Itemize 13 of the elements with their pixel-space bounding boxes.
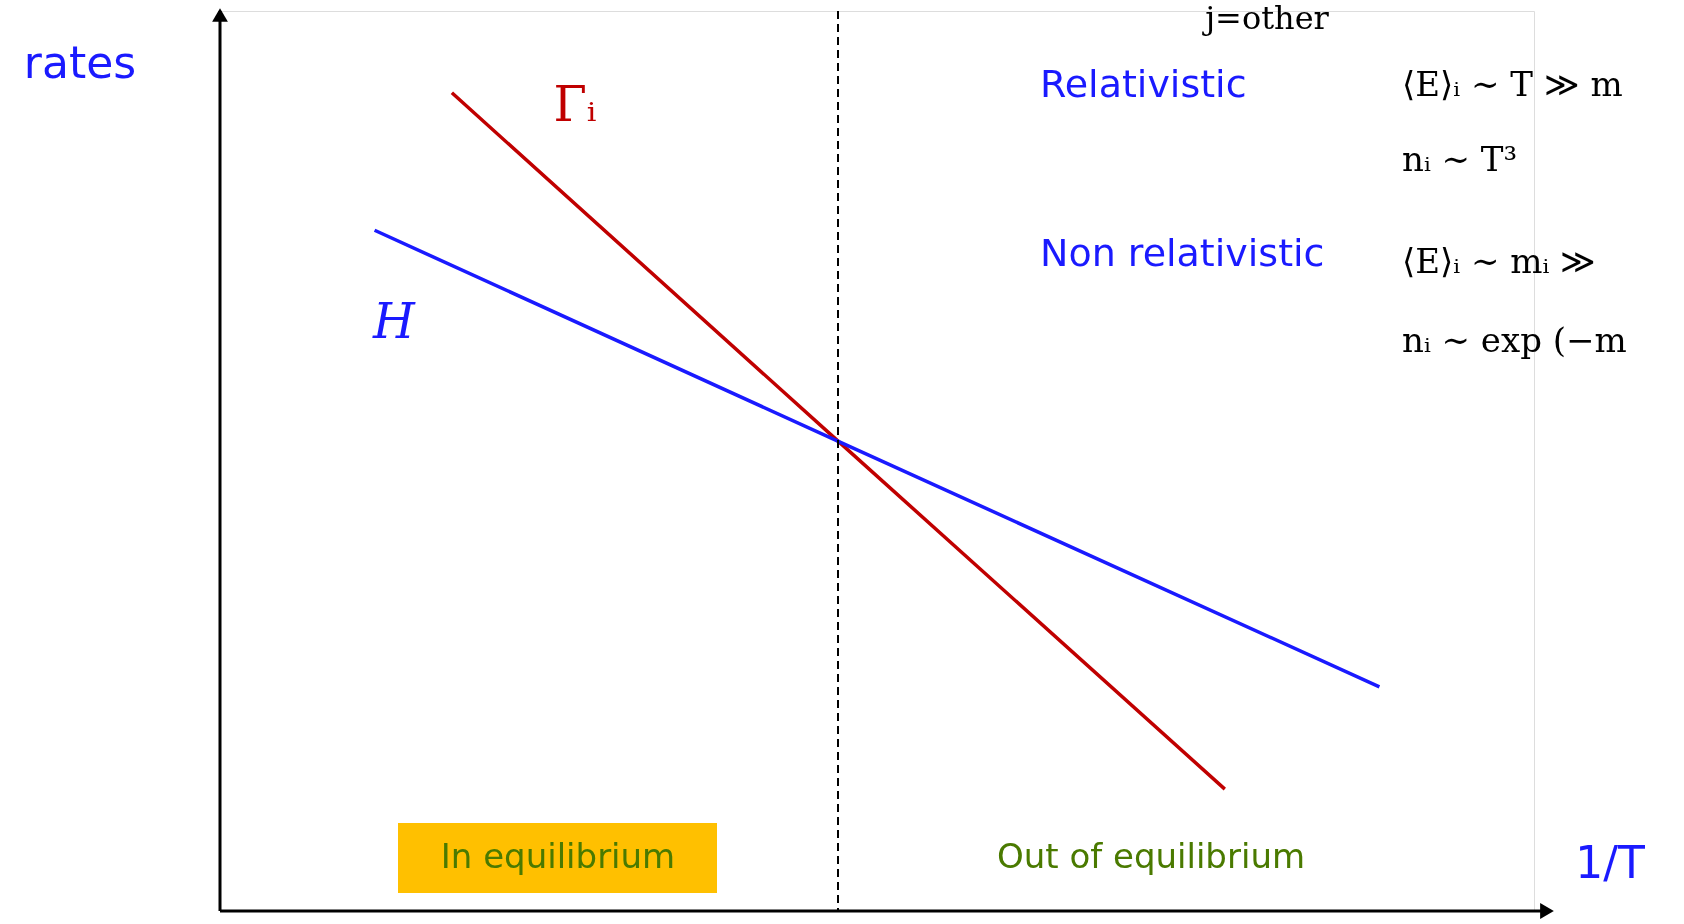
annotation: ⟨E⟩ᵢ ∼ T ≫ m xyxy=(1402,64,1623,104)
text: j=other xyxy=(1201,0,1330,37)
annotation: ⟨E⟩ᵢ ∼ mᵢ ≫ xyxy=(1402,241,1597,281)
annotation: Relativistic xyxy=(1040,62,1247,106)
series-label: H xyxy=(372,293,417,349)
annotation: Non relativistic xyxy=(1040,231,1325,275)
series-label: Γᵢ xyxy=(553,76,597,132)
annotation: In equilibrium xyxy=(440,836,676,876)
annotation: nᵢ ∼ exp (−m xyxy=(1402,320,1627,360)
annotation: nᵢ ∼ T³ xyxy=(1402,139,1518,179)
y-axis-title: rates xyxy=(23,37,137,88)
x-axis-title: 1/T xyxy=(1575,837,1645,888)
annotation: Out of equilibrium xyxy=(996,836,1306,876)
